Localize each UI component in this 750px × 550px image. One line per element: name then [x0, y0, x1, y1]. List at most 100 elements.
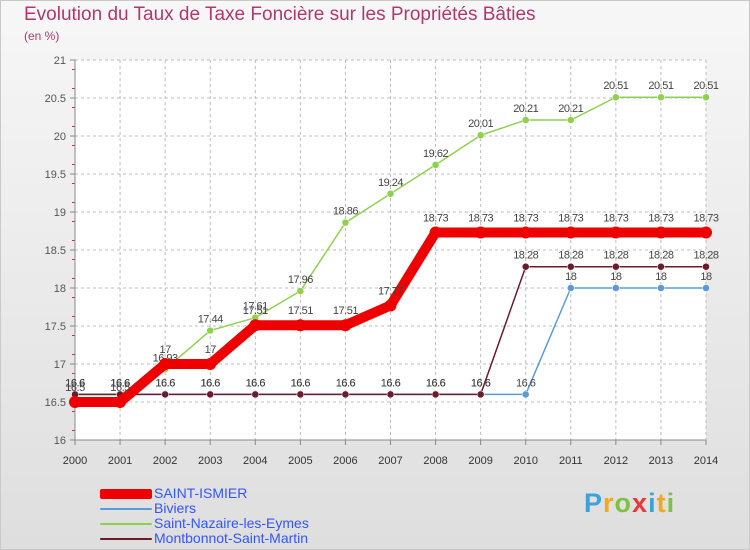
data-label: 18.73: [513, 213, 538, 225]
data-label: 17.44: [198, 314, 223, 326]
data-label: 18: [655, 271, 667, 283]
data-point: [654, 226, 667, 239]
data-label: 16.6: [246, 377, 266, 389]
data-point: [296, 287, 305, 295]
legend-item: Saint-Nazaire-les-Eymes: [100, 516, 430, 531]
y-tick-label: 19.5: [45, 169, 66, 181]
data-label: 16.6: [426, 377, 446, 389]
legend-item: Montbonnot-Saint-Martin: [100, 531, 430, 546]
data-label: 16.6: [336, 377, 356, 389]
x-tick-label: 2008: [423, 455, 447, 467]
data-point: [474, 226, 487, 239]
data-label: 20.51: [648, 80, 673, 92]
data-point: [431, 390, 440, 399]
data-point: [159, 358, 172, 370]
x-tick-label: 2010: [513, 455, 537, 467]
data-point: [700, 226, 712, 239]
y-tick-label: 17.5: [45, 321, 66, 333]
logo-letter: x: [632, 488, 649, 518]
data-point: [206, 390, 214, 399]
legend-label: Montbonnot-Saint-Martin: [154, 530, 309, 546]
data-point: [521, 390, 530, 399]
data-label: 18: [565, 271, 577, 283]
data-point: [204, 358, 217, 370]
data-label: 16.6: [65, 377, 85, 389]
logo-letter: r: [603, 488, 615, 518]
legend-label: Biviers: [154, 500, 197, 516]
data-label: 16.6: [65, 377, 85, 389]
data-label: 16.6: [291, 377, 311, 389]
data-point: [521, 116, 530, 124]
data-point: [612, 284, 620, 292]
data-label: 18.28: [603, 250, 628, 262]
data-point: [339, 319, 352, 332]
data-label: 18.73: [693, 213, 718, 225]
data-label: 19.62: [423, 148, 448, 160]
y-tick-label: 18: [54, 283, 66, 295]
data-point: [567, 262, 575, 271]
data-label: 16.6: [110, 377, 130, 389]
x-tick-label: 2000: [63, 455, 87, 467]
data-label: 17.77: [378, 285, 403, 297]
legend-item: Biviers: [100, 501, 430, 516]
data-label: 17.51: [288, 305, 313, 317]
x-tick-label: 2012: [604, 455, 628, 467]
data-label: 17.96: [288, 274, 313, 286]
legend-swatch: [100, 523, 152, 525]
data-label: 18.73: [648, 213, 673, 225]
y-tick-label: 19: [54, 207, 66, 219]
data-point: [612, 262, 620, 271]
data-point: [161, 390, 169, 399]
data-point: [386, 190, 395, 198]
y-tick-label: 16.5: [45, 397, 66, 409]
data-point: [521, 262, 530, 271]
x-tick-label: 2006: [333, 455, 357, 467]
data-label: 17.51: [333, 305, 358, 317]
data-label: 20.21: [513, 103, 538, 115]
proxiti-logo: Proxiti: [584, 488, 675, 519]
data-label: 16.5: [65, 382, 85, 394]
x-tick-label: 2003: [198, 455, 222, 467]
data-label: 16.6: [291, 377, 311, 389]
data-label: 18.86: [333, 206, 358, 218]
data-label: 18.28: [648, 250, 673, 262]
data-label: 16.6: [110, 377, 130, 389]
x-tick-label: 2009: [468, 455, 492, 467]
y-tick-label: 20.5: [45, 93, 66, 105]
data-label: 18: [700, 271, 712, 283]
data-point: [564, 226, 577, 239]
data-label: 17: [205, 344, 217, 356]
data-label: 16.6: [381, 377, 401, 389]
y-tick-label: 18.5: [45, 245, 66, 257]
legend: SAINT-ISMIER Biviers Saint-Nazaire-les-Eym…: [100, 486, 430, 546]
data-label: 16.6: [336, 377, 356, 389]
data-point: [567, 284, 575, 292]
data-label: 18.73: [468, 213, 493, 225]
data-point: [431, 161, 440, 169]
data-label: 16.6: [381, 377, 401, 389]
data-point: [69, 396, 81, 408]
unit-label: (en %): [24, 29, 60, 43]
y-tick-label: 16: [54, 435, 66, 447]
data-label: 17: [160, 344, 172, 356]
x-tick-label: 2005: [288, 455, 312, 467]
x-tick-label: 2011: [559, 455, 583, 467]
y-tick-label: 20: [54, 131, 66, 143]
plot-area: [75, 60, 706, 440]
data-label: 20.01: [468, 118, 493, 130]
data-label: 20.21: [558, 103, 583, 115]
y-tick-label: 21: [54, 55, 66, 67]
logo-letter: i: [666, 488, 676, 518]
data-point: [702, 284, 710, 292]
x-tick-label: 2001: [108, 455, 132, 467]
data-point: [702, 93, 710, 101]
data-label: 16.6: [201, 377, 221, 389]
x-tick-label: 2002: [153, 455, 177, 467]
data-label: 18.28: [513, 250, 538, 262]
legend-label: SAINT-ISMIER: [154, 485, 248, 501]
logo-letter: i: [648, 488, 657, 518]
data-label: 17.61: [243, 301, 268, 313]
logo-letter: P: [584, 488, 604, 518]
logo-letter: o: [614, 488, 633, 518]
